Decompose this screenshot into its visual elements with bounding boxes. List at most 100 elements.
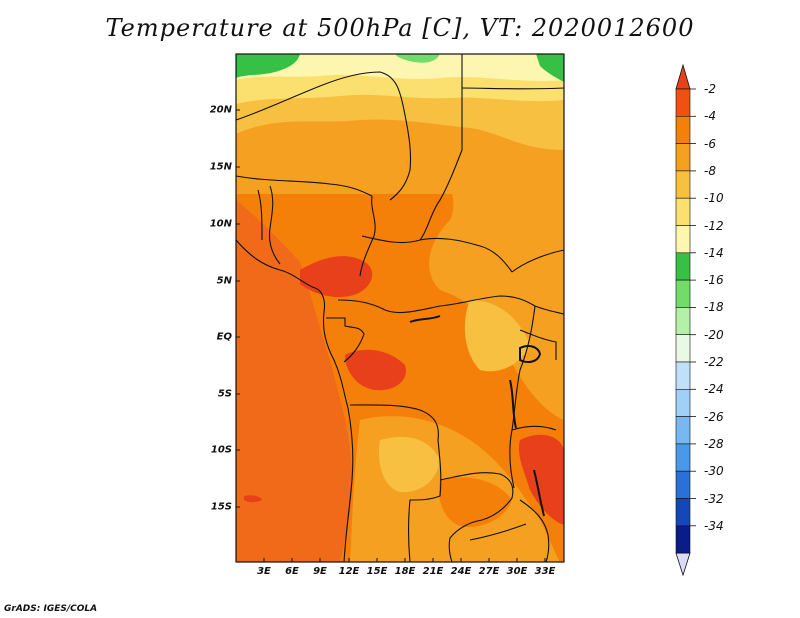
lon-label: 21E xyxy=(422,566,444,577)
border-congo-north xyxy=(337,295,536,314)
colorbar-swatch xyxy=(675,525,691,554)
colorbar-swatch xyxy=(675,307,691,335)
hot-spot-cameroon xyxy=(300,256,373,298)
lon-label: 24E xyxy=(450,566,472,577)
lat-label: EQ xyxy=(216,331,232,343)
lon-label: 33E xyxy=(534,566,556,577)
colorbar xyxy=(675,63,696,577)
colorbar-label: -10 xyxy=(704,191,724,206)
credit-text: GrADS: IGES/COLA xyxy=(4,604,98,614)
colorbar-label: -12 xyxy=(704,218,724,233)
colorbar-swatch xyxy=(675,252,691,281)
lon-label: 15E xyxy=(366,566,388,577)
temperature-field xyxy=(236,54,564,562)
border-angola-east xyxy=(407,439,442,562)
lon-label: 6E xyxy=(285,566,299,577)
lon-label: 12E xyxy=(338,566,360,577)
border-chad-sudan xyxy=(419,54,463,241)
lat-label: 15S xyxy=(210,501,232,513)
colorbar-label: -20 xyxy=(704,327,724,342)
colorbar-swatch xyxy=(675,116,691,144)
colorbar-label: -28 xyxy=(704,436,724,451)
colorbar-swatch xyxy=(675,225,691,254)
lon-label: 9E xyxy=(313,566,327,577)
congo-river xyxy=(409,315,441,323)
lat-label: 15N xyxy=(209,161,232,173)
lon-ticks xyxy=(263,558,546,562)
colorbar-swatch xyxy=(675,361,691,390)
lake-tanganyika xyxy=(509,379,517,429)
region-cool-east xyxy=(464,300,530,372)
colorbar-label: -32 xyxy=(704,491,724,506)
lat-label: 5N xyxy=(216,275,232,287)
colorbar-swatch xyxy=(675,334,691,363)
region-mid-east xyxy=(429,145,564,421)
colorbar-swatch xyxy=(675,388,691,417)
colorbar-label: -24 xyxy=(704,382,724,397)
border-car xyxy=(361,235,513,273)
border-libya xyxy=(461,87,564,90)
colorbar-swatch xyxy=(675,416,691,445)
lon-label: 18E xyxy=(394,566,416,577)
region-ocean-warm xyxy=(236,200,353,562)
border-gabon xyxy=(326,317,365,363)
coastline-west xyxy=(236,239,354,562)
colorbar-label: -18 xyxy=(704,300,724,315)
colorbar-label: -2 xyxy=(704,82,716,96)
colorbar-label: -34 xyxy=(704,518,724,533)
lat-ticks xyxy=(236,109,240,508)
colorbar-swatch xyxy=(675,88,691,117)
colorbar-swatch xyxy=(675,279,691,308)
green-nw xyxy=(236,54,300,78)
green-ne xyxy=(536,54,564,82)
colorbar-swatch xyxy=(675,170,691,199)
region-cool-south xyxy=(378,436,440,493)
colorbar-label: -14 xyxy=(704,245,724,260)
colorbar-label: -26 xyxy=(704,409,724,424)
colorbar-label: -16 xyxy=(704,273,724,288)
colorbar-label: -22 xyxy=(704,355,724,369)
lat-label: 20N xyxy=(209,104,232,116)
border-drc-east xyxy=(509,305,536,489)
lake-malawi xyxy=(533,469,545,517)
border-zambia xyxy=(439,472,514,562)
borders xyxy=(236,54,564,562)
colorbar-label: -30 xyxy=(704,464,724,479)
colorbar-top-arrow xyxy=(675,63,691,90)
colorbar-label: -8 xyxy=(704,163,716,178)
colorbar-swatch xyxy=(675,443,691,472)
border-lake-chad xyxy=(359,195,376,277)
green-n xyxy=(395,54,440,63)
lon-label: 27E xyxy=(478,566,500,577)
lat-label: 10S xyxy=(210,444,232,456)
border-benin xyxy=(257,189,263,241)
border-mozambique xyxy=(519,499,550,562)
lon-label: 30E xyxy=(506,566,528,577)
colorbar-swatch xyxy=(675,143,691,172)
lon-label: 3E xyxy=(257,566,271,577)
border-sahel xyxy=(236,175,373,197)
figure-title: Temperature at 500hPa [C], VT: 202001260… xyxy=(105,14,695,42)
hot-spot-se xyxy=(518,434,564,525)
colorbar-bottom-arrow xyxy=(675,552,691,577)
map-frame xyxy=(235,53,565,563)
band-palest-north xyxy=(236,54,564,81)
colorbar-label: -6 xyxy=(704,136,716,151)
hot-spot-congo xyxy=(345,349,406,391)
colorbar-label: -4 xyxy=(704,109,716,124)
lake-victoria xyxy=(519,345,542,363)
border-nigeria xyxy=(268,185,281,265)
border-zimbabwe xyxy=(469,523,527,541)
border-angola-north xyxy=(349,404,439,441)
colorbar-swatch xyxy=(675,498,691,527)
border-sudan-south xyxy=(511,249,564,273)
colorbar-swatch xyxy=(675,197,691,226)
border-uganda xyxy=(519,329,557,360)
border-north xyxy=(236,71,412,201)
border-kenya xyxy=(534,305,564,315)
hot-spot-sw xyxy=(244,495,262,503)
lakes xyxy=(409,315,545,517)
border-tanzania xyxy=(511,425,557,431)
